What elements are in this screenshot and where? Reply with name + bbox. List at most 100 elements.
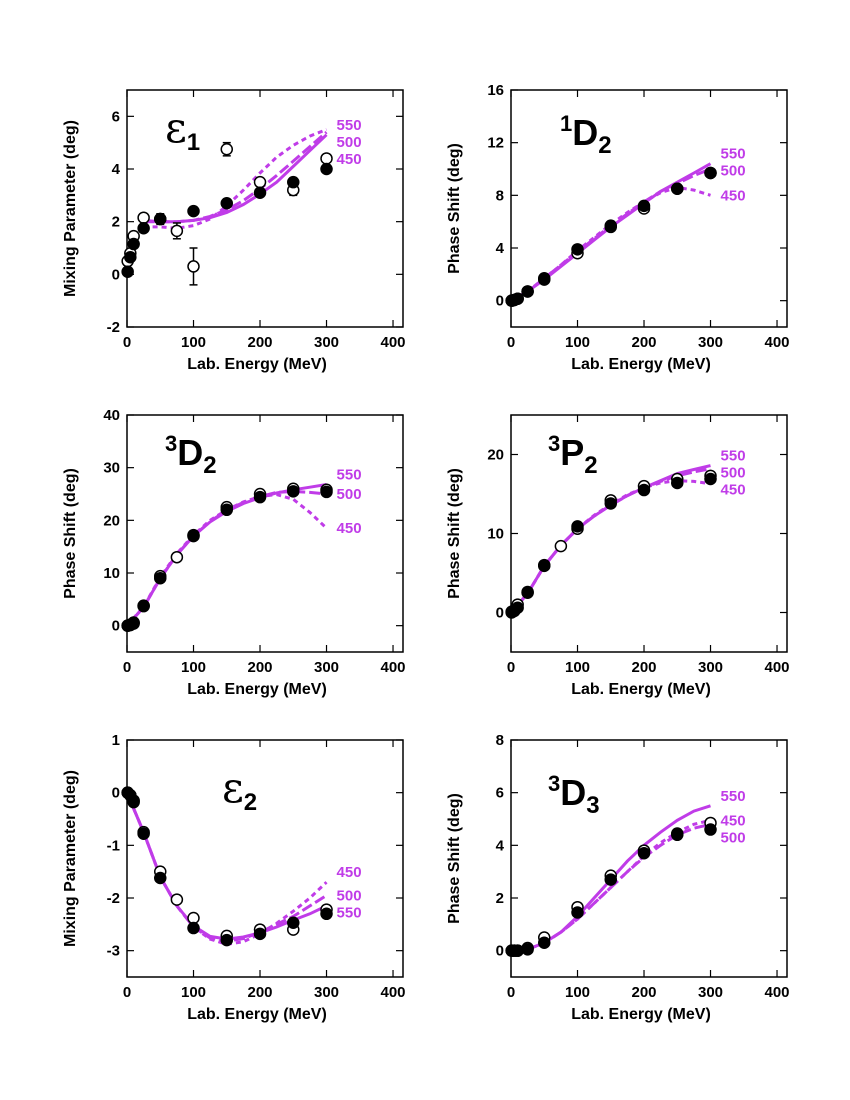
x-tick-label: 300 <box>314 659 339 676</box>
open-point <box>137 211 150 224</box>
filled-point <box>287 485 300 498</box>
curve-label: 450 <box>337 520 362 537</box>
y-tick-label: 2 <box>112 214 120 231</box>
y-tick-label: 4 <box>112 161 121 178</box>
filled-point <box>137 222 150 235</box>
panel: 0 100 200 300 400 -3 -2 -1 0 1 Lab. Energy (MeV) Mi… <box>62 732 406 1023</box>
curve-label: 500 <box>337 134 362 151</box>
x-tick-label: 100 <box>181 984 206 1001</box>
y-axis-label: Mixing Parameter (deg) <box>62 770 79 947</box>
filled-point <box>521 285 534 298</box>
x-tick-label: 300 <box>698 334 723 351</box>
filled-point <box>511 601 524 615</box>
filled-point <box>571 520 584 533</box>
title-main: P <box>560 432 584 473</box>
y-tick-label: -3 <box>107 943 120 960</box>
title-sup: 3 <box>165 431 177 456</box>
filled-point <box>137 827 150 840</box>
x-axis-label: Lab. Energy (MeV) <box>187 356 327 373</box>
x-axis-label: Lab. Energy (MeV) <box>187 681 327 698</box>
curve-label: 450 <box>721 812 746 829</box>
open-point <box>253 175 267 189</box>
filled-point <box>320 485 333 499</box>
title-main: ε <box>222 763 244 812</box>
x-tick-label: 0 <box>507 659 515 676</box>
filled-point <box>220 196 234 210</box>
title-sub: 2 <box>584 452 597 479</box>
y-tick-label: 20 <box>103 512 120 529</box>
filled-point <box>521 586 534 599</box>
x-tick-label: 0 <box>507 984 515 1001</box>
filled-point <box>604 873 618 886</box>
open-point <box>170 224 184 238</box>
x-tick-label: 200 <box>631 984 656 1001</box>
x-tick-label: 400 <box>381 334 406 351</box>
filled-point <box>538 272 551 285</box>
title-sub: 3 <box>586 792 599 819</box>
y-tick-label: 4 <box>496 837 505 854</box>
x-tick-label: 300 <box>698 984 723 1001</box>
filled-point <box>137 599 150 613</box>
title-sub: 2 <box>203 452 216 479</box>
y-tick-label: 0 <box>112 266 120 283</box>
panel-title: 3D3 <box>548 771 600 819</box>
x-tick-label: 0 <box>123 334 131 351</box>
x-tick-label: 400 <box>765 659 790 676</box>
curve-label: 450 <box>721 482 746 499</box>
x-axis-label: Lab. Energy (MeV) <box>571 681 711 698</box>
filled-point <box>637 199 651 213</box>
y-axis-label: Phase Shift (deg) <box>446 793 463 924</box>
filled-point <box>187 921 200 935</box>
curve-label: 550 <box>337 117 362 134</box>
filled-point <box>604 219 618 232</box>
filled-point <box>154 871 167 885</box>
plot-frame <box>126 89 404 328</box>
filled-point <box>287 175 300 189</box>
title-main: D <box>572 112 598 153</box>
panel-title: 3P2 <box>548 431 598 479</box>
x-tick-label: 300 <box>314 984 339 1001</box>
filled-point <box>154 212 167 226</box>
filled-point <box>127 617 140 630</box>
curve-label: 550 <box>721 448 746 465</box>
curve-label: 550 <box>337 904 362 921</box>
x-tick-label: 300 <box>314 334 339 351</box>
filled-point <box>538 936 551 950</box>
x-tick-label: 100 <box>565 984 590 1001</box>
curve-label: 550 <box>721 146 746 163</box>
y-tick-label: 0 <box>496 293 504 310</box>
y-tick-label: 0 <box>112 785 120 802</box>
title-main: D <box>560 772 586 813</box>
filled-point <box>253 186 267 199</box>
curve-label: 500 <box>721 829 746 846</box>
title-sub: 2 <box>244 789 257 816</box>
curve-label: 500 <box>337 486 362 503</box>
x-tick-label: 400 <box>765 984 790 1001</box>
x-tick-label: 200 <box>247 984 272 1001</box>
title-sub: 2 <box>598 132 611 159</box>
filled-point <box>604 497 618 510</box>
panel-title: ε1 <box>165 103 200 156</box>
y-axis-label: Phase Shift (deg) <box>62 468 79 599</box>
title-sup: 3 <box>548 771 560 796</box>
plot-frame <box>126 739 404 978</box>
y-tick-label: 8 <box>496 187 504 204</box>
curve-label: 500 <box>337 887 362 904</box>
x-tick-label: 0 <box>507 334 515 351</box>
curve-label: 450 <box>721 187 746 204</box>
filled-point <box>704 823 717 836</box>
filled-point <box>671 828 684 842</box>
open-point <box>187 260 200 273</box>
curve-label: 550 <box>721 788 746 805</box>
y-axis-label: Phase Shift (deg) <box>446 143 463 274</box>
y-tick-label: 2 <box>496 890 504 907</box>
open-point <box>220 143 234 156</box>
filled-point <box>538 559 551 573</box>
x-tick-label: 0 <box>123 659 131 676</box>
y-tick-label: 0 <box>112 618 120 635</box>
panel: 0 100 200 300 400 0 2 4 6 8 Lab. Energy (MeV) Phase… <box>446 732 790 1023</box>
filled-point <box>124 250 137 264</box>
x-tick-label: 200 <box>631 334 656 351</box>
filled-point <box>571 243 584 256</box>
